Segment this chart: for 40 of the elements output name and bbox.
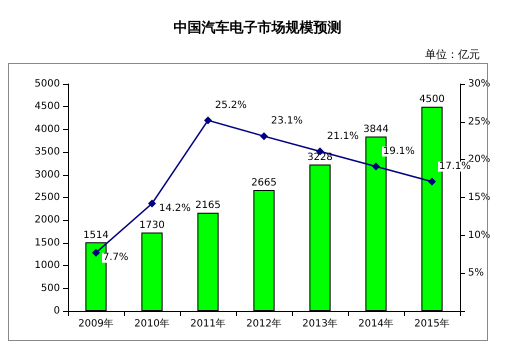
y-tick-label: 1000	[34, 260, 60, 272]
y2-tick-label: 5%	[468, 268, 484, 279]
point	[372, 162, 380, 170]
y-tick-label: 2000	[34, 214, 60, 226]
y-tick-label: 3500	[34, 146, 60, 158]
x-tick-label: 2011年	[190, 318, 226, 330]
data-label: 21.1%	[327, 130, 359, 142]
data-label: 23.1%	[271, 116, 303, 127]
data-label: 17.1%	[439, 161, 471, 172]
x-tick-label: 2010年	[134, 318, 170, 330]
point	[92, 248, 100, 257]
point	[428, 178, 436, 186]
x-tick-label: 2012年	[246, 318, 282, 330]
data-label: 2165	[195, 200, 221, 212]
chart-title: 中国汽车电子市场规模预测	[174, 19, 342, 36]
y-tick-label: 1500	[34, 237, 60, 248]
data-label: 14.2%	[159, 203, 191, 214]
data-label: 2665	[251, 178, 277, 189]
data-label: 25.2%	[215, 100, 247, 111]
x-tick-label: 2014年	[358, 318, 394, 330]
y-tick-label: 3000	[34, 169, 60, 180]
y-tick-label: 4500	[34, 101, 60, 112]
y-tick-label: 0	[54, 306, 60, 316]
data-label: 1730	[139, 220, 165, 231]
data-label: 3844	[363, 124, 389, 135]
y-tick-label: 2500	[34, 192, 60, 203]
y-tick-label: 500	[40, 282, 60, 294]
y-tick-label: 4000	[34, 124, 60, 135]
x-tick-label: 2013年	[302, 318, 338, 330]
x-tick-label: 2015年	[414, 318, 450, 330]
point	[260, 132, 268, 140]
x-tick-label: 2009年	[78, 318, 114, 330]
data-label: 7.7%	[103, 252, 128, 264]
text: 单位：亿元	[425, 48, 480, 61]
y-tick-label: 5000	[34, 78, 60, 90]
data-label: 4500	[419, 94, 445, 106]
data-label: 1514	[83, 230, 109, 241]
point	[148, 200, 156, 208]
point	[204, 116, 212, 124]
data-label: 19.1%	[383, 146, 415, 157]
